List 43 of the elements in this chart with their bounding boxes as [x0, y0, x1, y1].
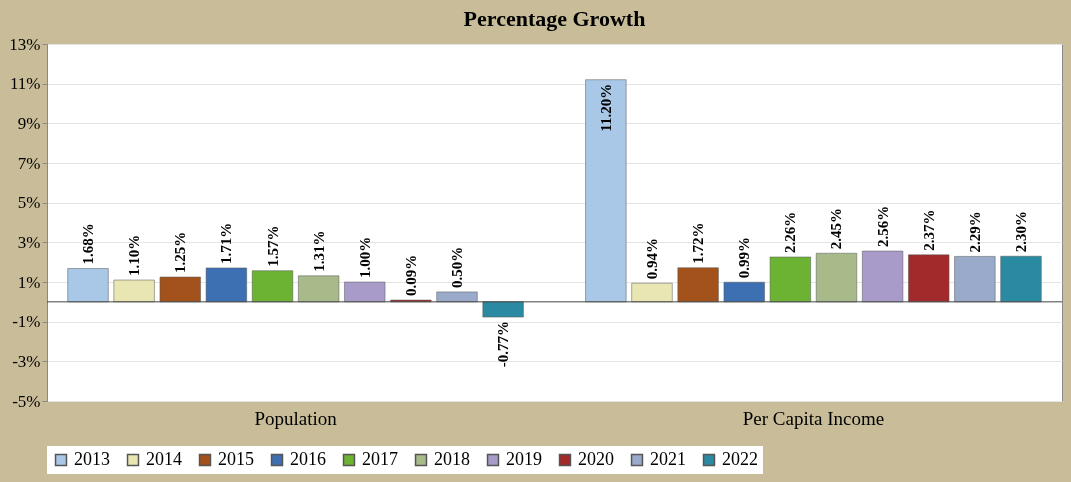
x-tick-label: Population [254, 407, 338, 429]
legend-label: 2015 [218, 449, 254, 469]
y-tick-label: -5% [12, 391, 41, 411]
legend-label: 2021 [650, 449, 686, 469]
legend-label: 2019 [506, 449, 542, 469]
data-label: 1.00% [356, 236, 373, 278]
y-tick-label: 5% [17, 193, 41, 213]
y-tick-label: 11% [9, 74, 41, 94]
data-label: 0.09% [402, 254, 419, 297]
legend-label: 2022 [722, 449, 758, 469]
data-label: 1.72% [690, 222, 707, 264]
data-label: 0.99% [736, 236, 753, 279]
legend-label: 2020 [578, 449, 614, 469]
data-label: 1.31% [310, 230, 327, 272]
data-label: -0.77% [495, 321, 512, 368]
chart-title: Percentage Growth [463, 6, 646, 31]
data-label: 2.56% [874, 205, 891, 248]
y-tick-label: 13% [9, 34, 41, 54]
legend-label: 2014 [146, 449, 182, 469]
y-tick-label: 9% [17, 113, 41, 133]
legend-label: 2018 [434, 449, 470, 469]
data-label: 2.26% [782, 211, 799, 254]
y-tick-label: 3% [17, 232, 41, 252]
data-label: 1.25% [172, 231, 189, 274]
y-tick-label: 1% [17, 272, 41, 292]
legend-label: 2016 [290, 449, 326, 469]
data-label: 2.30% [1012, 210, 1029, 253]
data-label: 0.94% [643, 237, 660, 280]
y-tick-label: 7% [17, 153, 41, 173]
y-tick-label: -3% [12, 351, 41, 371]
data-label: 1.71% [218, 222, 235, 264]
data-label: 2.37% [920, 209, 937, 251]
data-label: 11.20% [597, 83, 614, 132]
data-label: 1.57% [264, 225, 281, 267]
legend-label: 2017 [362, 449, 398, 469]
legend-label: 2013 [74, 449, 110, 469]
data-label: 1.10% [126, 234, 143, 277]
data-label: 1.68% [80, 223, 97, 265]
data-label: 2.29% [966, 211, 983, 253]
x-tick-label: Per Capita Income [742, 407, 885, 429]
data-label: 2.45% [828, 207, 845, 250]
y-tick-label: -1% [12, 312, 41, 332]
data-label: 0.50% [449, 246, 466, 288]
